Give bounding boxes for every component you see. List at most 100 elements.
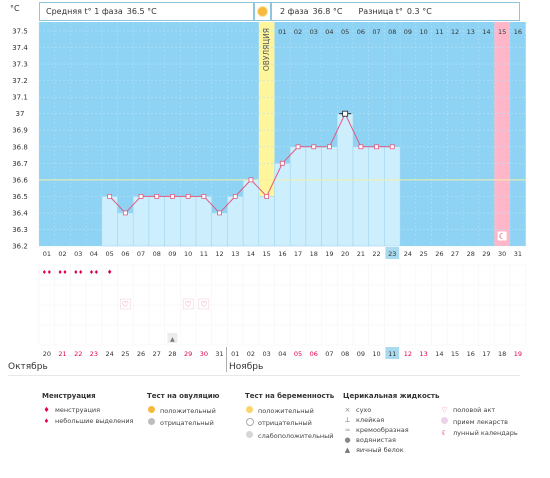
date-label: 14 (435, 350, 443, 358)
cycle-day-label: 14 (247, 250, 255, 258)
y-tick-label: 36.9 (12, 127, 28, 135)
cycle-day-label: 21 (357, 250, 365, 258)
date-label: 01 (231, 350, 239, 358)
ovulation-column (258, 22, 275, 246)
today-date-highlight (385, 347, 400, 359)
date-label: 08 (341, 350, 349, 358)
cycle-day-label: 16 (278, 250, 286, 258)
cycle-day-label: 15 (263, 250, 271, 258)
legend-text: небольшие выделения (55, 417, 134, 425)
top-day-label: 03 (310, 28, 318, 36)
menstruation-icon: ♦ (107, 269, 112, 276)
temp-bar (352, 146, 369, 247)
cycle-day-label: 01 (43, 250, 51, 258)
top-day-label: 04 (325, 28, 333, 36)
date-label: 09 (357, 350, 365, 358)
top-day-label: 09 (404, 28, 412, 36)
cycle-day-label: 12 (215, 250, 223, 258)
sticky-icon: ⊥ (344, 416, 351, 424)
top-day-label: 11 (435, 28, 443, 36)
legend-menstruation-title: Менструация (42, 392, 96, 400)
small-drop-icon: ♦ (43, 417, 50, 425)
cycle-day-label: 05 (106, 250, 114, 258)
legend-text: лунный календарь (453, 429, 518, 437)
temp-point (217, 210, 222, 216)
legend-ov-positive: положительный (147, 406, 220, 415)
top-day-label: 06 (357, 28, 365, 36)
top-day-label: 02 (294, 28, 302, 36)
cycle-day-label: 29 (482, 250, 490, 258)
temp-point (374, 144, 379, 150)
cycle-day-label: 24 (404, 250, 412, 258)
date-label: 30 (200, 350, 208, 358)
y-unit-label: °C (10, 4, 20, 13)
legend-cervical-title: Церикальная жидкость (343, 392, 440, 400)
legend-pregnancy-test: Тест на беременность положительный отриц… (245, 392, 334, 440)
y-tick-label: 36.4 (12, 209, 28, 217)
month-left: Октябрь (8, 362, 48, 372)
temp-bar (164, 196, 181, 247)
cycle-day-label: 25 (420, 250, 428, 258)
divider (8, 375, 520, 376)
date-label: 04 (278, 350, 286, 358)
temp-bar (305, 146, 322, 247)
temp-bar (180, 196, 197, 247)
cycle-day-label: 08 (153, 250, 161, 258)
y-tick-label: 37 (16, 110, 25, 118)
top-day-label: 05 (341, 28, 349, 36)
cycle-day-label: 17 (294, 250, 302, 258)
date-label: 31 (215, 350, 223, 358)
ovulation-label: ОВУЛЯЦИЯ (262, 28, 271, 71)
legend-text: положительный (258, 406, 314, 415)
heart-marker-bg (198, 298, 210, 310)
phase1-label: Средняя t° 1 фаза (46, 7, 123, 16)
y-tick-label: 37.1 (12, 94, 28, 102)
moon-icon: ☾ (499, 232, 506, 241)
legend-moon: ☾ лунный календарь (440, 429, 518, 437)
date-label: 02 (247, 350, 255, 358)
y-tick-label: 36.8 (12, 143, 28, 151)
heart-icon: ♡ (185, 300, 192, 309)
temp-point (185, 193, 191, 199)
heart-icon: ♡ (122, 300, 129, 309)
legend-text: яичный белок (356, 446, 404, 454)
cycle-day-label: 22 (372, 250, 380, 258)
menstruation-icon: ♦♦ (73, 270, 83, 276)
date-label: 29 (184, 350, 192, 358)
temp-point (248, 177, 254, 183)
top-day-label: 14 (482, 28, 490, 36)
cycle-day-label: 06 (121, 250, 129, 258)
cycle-day-label: 30 (498, 250, 506, 258)
cycle-day-label: 23 (388, 250, 396, 258)
legend-text: менструация (55, 406, 101, 414)
cycle-day-label: 09 (168, 250, 176, 258)
y-tick-label: 36.7 (12, 160, 28, 168)
temp-point (138, 193, 144, 199)
cycle-day-label: 18 (310, 250, 318, 258)
phase2-value: 36.8 °C (312, 7, 343, 16)
temp-point (264, 193, 270, 199)
date-label: 25 (121, 350, 129, 358)
legend-preg-positive: положительный (245, 406, 334, 415)
y-tick-label: 37.3 (12, 61, 28, 69)
cycle-day-label: 13 (231, 250, 239, 258)
temp-point (107, 193, 113, 199)
heart-icon: ♡ (441, 406, 448, 414)
circle-yellow-icon (245, 406, 254, 415)
y-tick-label: 37.2 (12, 77, 28, 85)
date-label: 15 (451, 350, 459, 358)
ovulation-header (254, 2, 271, 21)
temp-bar (227, 196, 244, 247)
legend-other: . ♡ половой акт прием лекарств ☾ лунный … (440, 392, 518, 437)
phase2-box: 2 фаза 36.8 °C Разница t° 0.3 °C (271, 2, 520, 21)
legend-medication: прием лекарств (440, 417, 518, 426)
legend-cerv-eggwhite: ▲ яичный белок (343, 446, 439, 454)
legend-spotting-item: ♦ небольшие выделения (42, 417, 134, 425)
phase1-box: Средняя t° 1 фаза 36.5 °C (39, 2, 254, 21)
temp-point (201, 193, 207, 199)
legend-ovulation-title: Тест на овуляцию (147, 392, 220, 400)
diff-value: 0.3 °C (406, 7, 432, 16)
legend-menstruation-item: ♦ менструация (42, 406, 133, 414)
date-label: 18 (498, 350, 506, 358)
temp-bar (211, 212, 228, 247)
